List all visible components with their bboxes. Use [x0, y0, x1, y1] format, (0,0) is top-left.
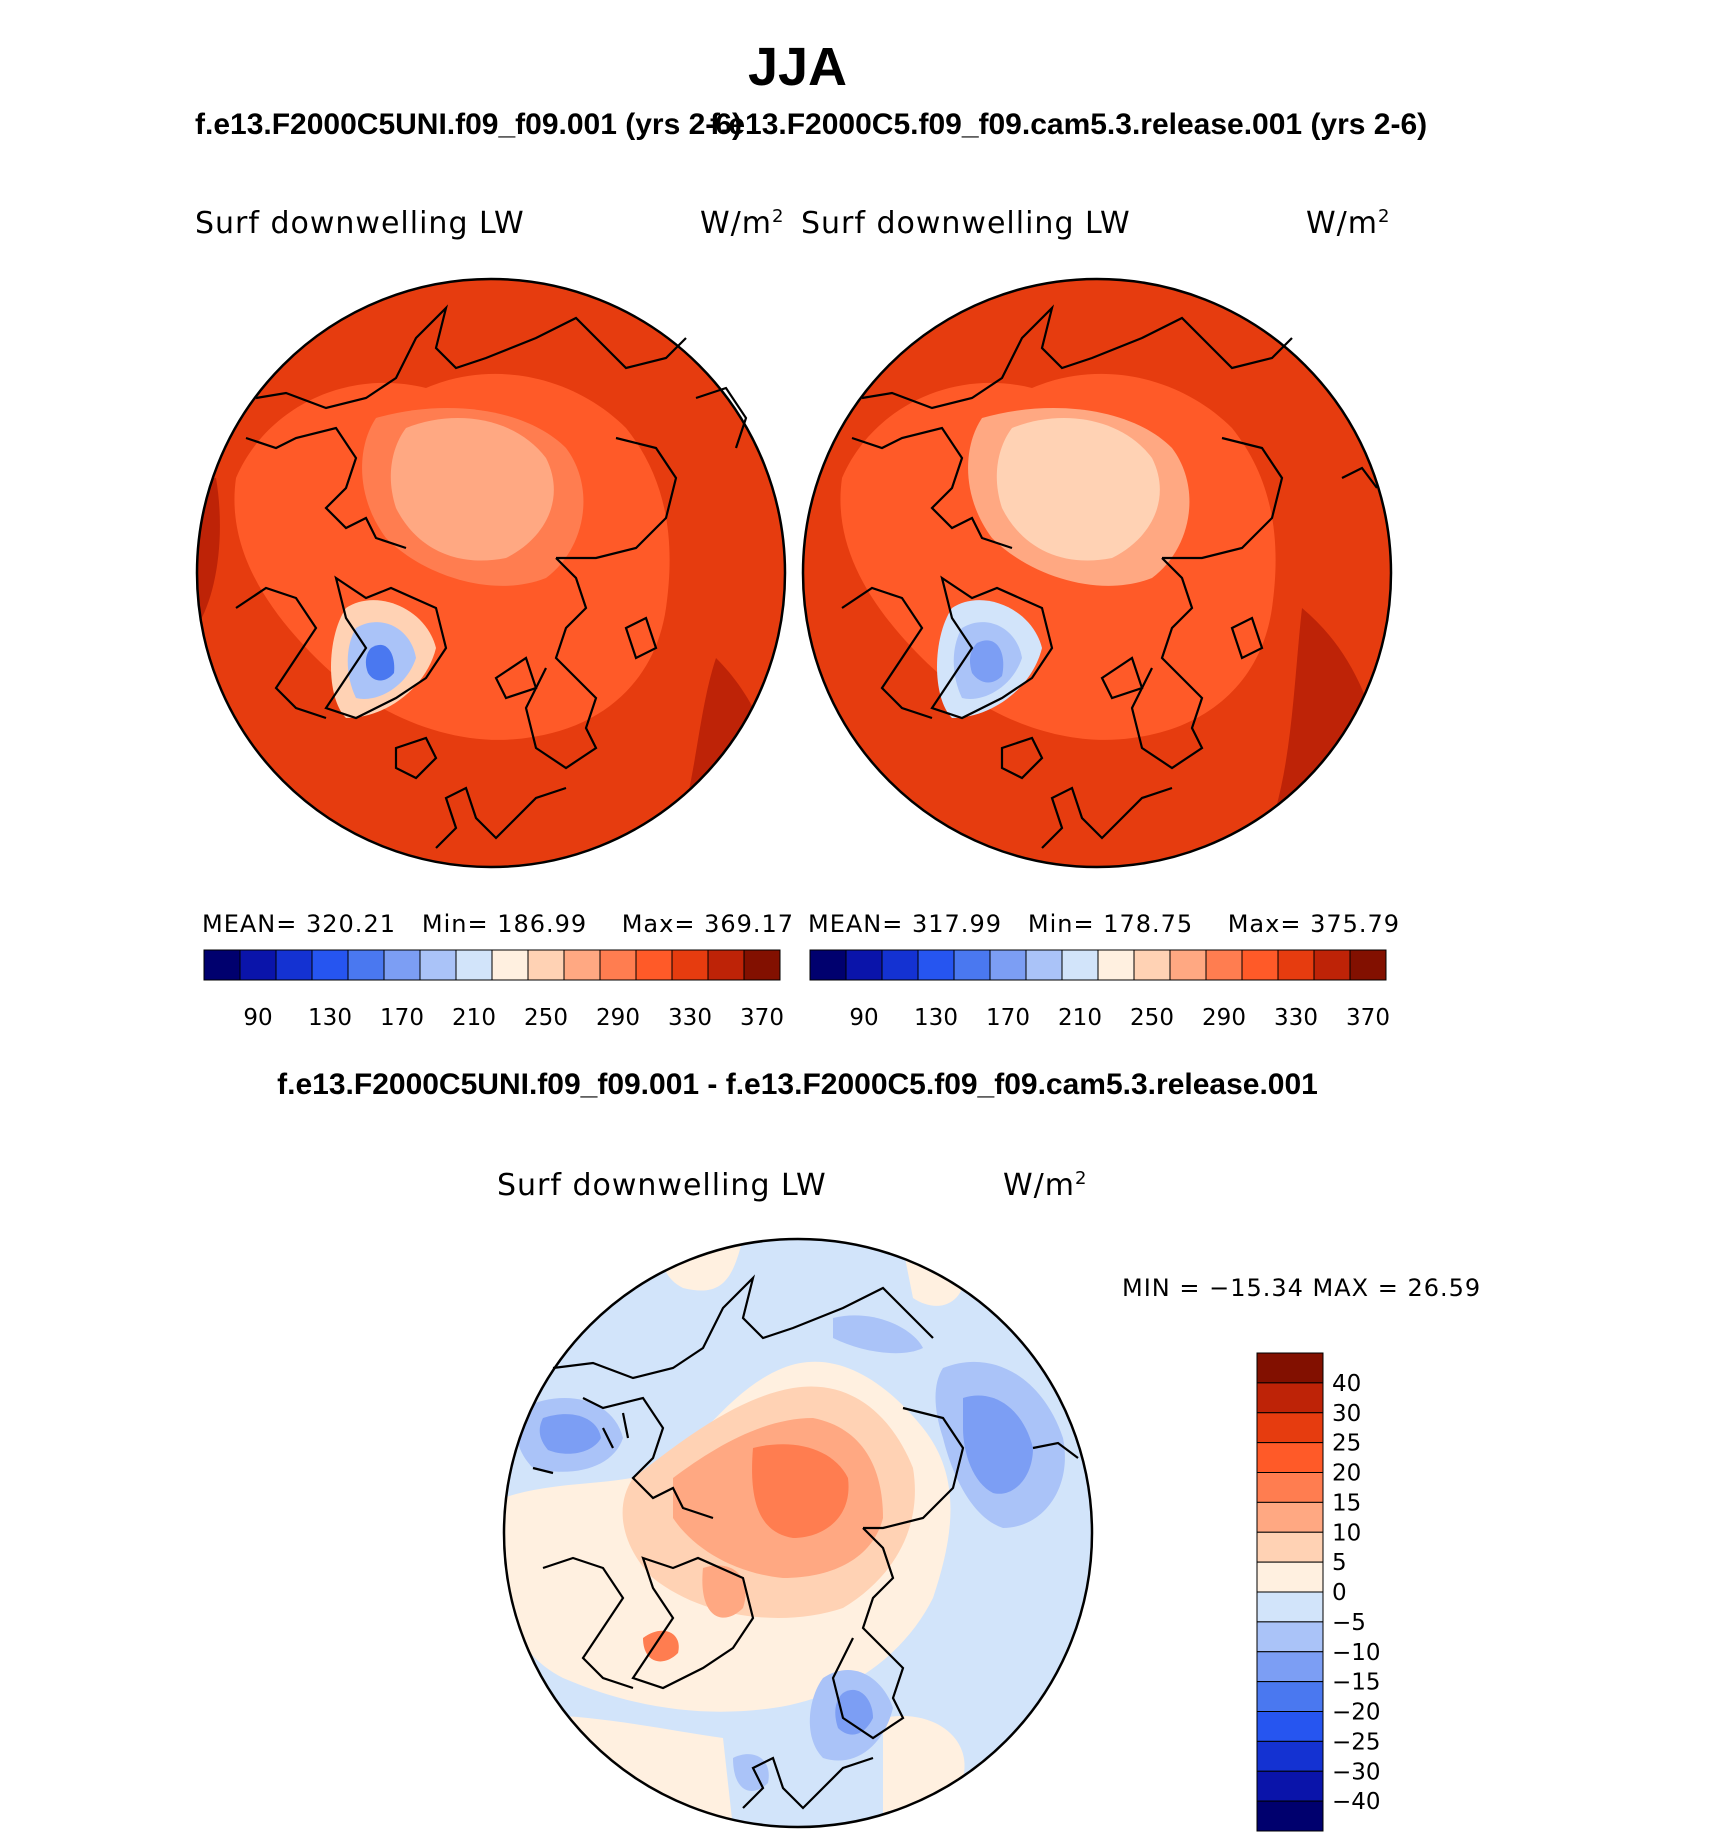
panel2-polar-map — [801, 277, 1393, 869]
diff-colorbar-swatch — [1256, 1352, 1324, 1384]
panel1-colorbar: 90 130 170 210 250 290 330 370 — [203, 949, 784, 1031]
panel1-colorbar-swatch — [347, 949, 385, 981]
panel2-colorbar-swatch — [1277, 949, 1315, 981]
panel2-colorbar-tick-label: 250 — [1130, 1005, 1174, 1031]
panel2-colorbar-swatch — [881, 949, 919, 981]
panel1-colorbar-swatch — [635, 949, 673, 981]
diff-colorbar-swatch — [1256, 1472, 1324, 1503]
diff-colorbar-tick-label: −5 — [1332, 1610, 1366, 1636]
diff-colorbar-tick-label: 20 — [1332, 1461, 1361, 1487]
diff-units-label: W/m2 — [1003, 1168, 1088, 1203]
diff-minmax: MIN = −15.34 MAX = 26.59 — [1122, 1274, 1482, 1302]
diff-colorbar-tick-label: 5 — [1332, 1550, 1347, 1576]
panel2-colorbar-swatch — [809, 949, 847, 981]
panel2-colorbar-swatch — [1133, 949, 1171, 981]
panel1-colorbar-swatch — [383, 949, 421, 981]
panel1-colorbar-swatch — [491, 949, 529, 981]
diff-colorbar-tick-label: −40 — [1332, 1789, 1381, 1815]
panel2-colorbar-swatch — [1313, 949, 1351, 981]
panel2-colorbar-swatch — [917, 949, 955, 981]
panel2-colorbar-swatch — [1241, 949, 1279, 981]
diff-colorbar-tick-label: 40 — [1332, 1371, 1361, 1397]
panel1-colorbar-tick-label: 170 — [380, 1005, 424, 1031]
diff-colorbar-swatch — [1256, 1740, 1324, 1772]
diff-colorbar-swatch — [1256, 1501, 1324, 1533]
diff-colorbar-swatch — [1256, 1561, 1324, 1593]
panel1-colorbar-swatch — [419, 949, 457, 981]
diff-colorbar-swatch — [1256, 1412, 1324, 1444]
diff-colorbar-swatch — [1256, 1651, 1324, 1683]
panel2-case-title: f.e13.F2000C5.f09_f09.cam5.3.release.001… — [710, 108, 1428, 141]
diff-colorbar-tick-label: 15 — [1332, 1490, 1361, 1516]
diff-title: f.e13.F2000C5UNI.f09_f09.001 - f.e13.F20… — [277, 1068, 1318, 1101]
panel2-colorbar-swatch — [1061, 949, 1099, 981]
panel2-colorbar-tick-label: 290 — [1202, 1005, 1246, 1031]
diff-colorbar-swatch — [1256, 1382, 1324, 1414]
panel1-colorbar-swatch — [599, 949, 637, 981]
panel2-colorbar-tick-label: 90 — [849, 1005, 878, 1031]
diff-colorbar-swatch — [1256, 1681, 1324, 1712]
panel2-colorbar: 90 130 170 210 250 290 330 370 — [809, 949, 1390, 1031]
panel2-colorbar-tick-label: 130 — [914, 1005, 958, 1031]
panel2-units-label: W/m2 — [1306, 206, 1391, 241]
panel1-colorbar-tick-label: 330 — [668, 1005, 712, 1031]
panel1-colorbar-swatch — [743, 949, 781, 981]
panel2-colorbar-tick-label: 170 — [986, 1005, 1030, 1031]
diff-colorbar-swatch — [1256, 1711, 1324, 1742]
panel2-colorbar-tick-label: 330 — [1274, 1005, 1318, 1031]
diff-colorbar-tick-label: −20 — [1332, 1700, 1381, 1726]
panel2-colorbar-swatch — [845, 949, 883, 981]
diff-colorbar-swatch — [1256, 1442, 1324, 1473]
diff-colorbar-swatch — [1256, 1591, 1324, 1623]
panel1-variable-label: Surf downwelling LW — [195, 206, 525, 241]
panel2-colorbar-swatch — [1169, 949, 1207, 981]
panel1-colorbar-swatch — [707, 949, 745, 981]
panel2-colorbar-swatch — [1349, 949, 1387, 981]
panel2-colorbar-swatch — [989, 949, 1027, 981]
panel1-colorbar-tick-label: 210 — [452, 1005, 496, 1031]
panel1-colorbar-swatch — [311, 949, 349, 981]
panel1-stats: MEAN= 320.21 Min= 186.99 Max= 369.17 — [202, 910, 795, 938]
panel2-colorbar-swatch — [1025, 949, 1063, 981]
panel2-stats: MEAN= 317.99 Min= 178.75 Max= 375.79 — [808, 910, 1401, 938]
panel1-polar-map — [195, 277, 787, 869]
panel1-colorbar-swatch — [203, 949, 241, 981]
panel1-colorbar-swatch — [671, 949, 709, 981]
diff-colorbar-tick-label: 10 — [1332, 1520, 1361, 1546]
diff-colorbar-swatch — [1256, 1770, 1324, 1802]
panel1-colorbar-tick-label: 90 — [243, 1005, 272, 1031]
panel2-variable-label: Surf downwelling LW — [801, 206, 1131, 241]
diff-colorbar-swatch — [1256, 1800, 1324, 1832]
diff-colorbar-tick-label: 0 — [1332, 1580, 1347, 1606]
main-title: JJA — [747, 37, 848, 97]
panel1-colorbar-swatch — [527, 949, 565, 981]
panel2-colorbar-swatch — [1205, 949, 1243, 981]
diff-colorbar: 40 30 25 20 15 10 5 0 −5 −10 −15 −20 −25 −30 −40 — [1256, 1352, 1381, 1832]
panel1-colorbar-swatch — [455, 949, 493, 981]
diff-colorbar-tick-label: −30 — [1332, 1759, 1381, 1785]
panel1-colorbar-swatch — [563, 949, 601, 981]
diff-colorbar-swatch — [1256, 1621, 1324, 1653]
panel1-colorbar-tick-label: 250 — [524, 1005, 568, 1031]
diff-polar-map — [502, 1237, 1094, 1829]
panel1-colorbar-tick-label: 130 — [308, 1005, 352, 1031]
panel1-case-title: f.e13.F2000C5UNI.f09_f09.001 (yrs 2-6) — [195, 108, 742, 141]
panel1-colorbar-swatch — [275, 949, 313, 981]
panel1-colorbar-tick-label: 290 — [596, 1005, 640, 1031]
diff-variable-label: Surf downwelling LW — [497, 1168, 827, 1203]
diff-colorbar-tick-label: −25 — [1332, 1729, 1381, 1755]
diff-colorbar-tick-label: 25 — [1332, 1431, 1361, 1457]
diff-colorbar-tick-label: 30 — [1332, 1401, 1361, 1427]
panel2-colorbar-tick-label: 210 — [1058, 1005, 1102, 1031]
diff-colorbar-swatch — [1256, 1531, 1324, 1563]
panel2-colorbar-tick-label: 370 — [1346, 1005, 1390, 1031]
diff-colorbar-tick-label: −15 — [1332, 1670, 1381, 1696]
panel1-colorbar-swatch — [239, 949, 277, 981]
panel1-units-label: W/m2 — [700, 206, 785, 241]
diff-colorbar-tick-label: −10 — [1332, 1640, 1381, 1666]
panel2-colorbar-swatch — [953, 949, 991, 981]
panel1-colorbar-tick-label: 370 — [740, 1005, 784, 1031]
panel2-colorbar-swatch — [1097, 949, 1135, 981]
